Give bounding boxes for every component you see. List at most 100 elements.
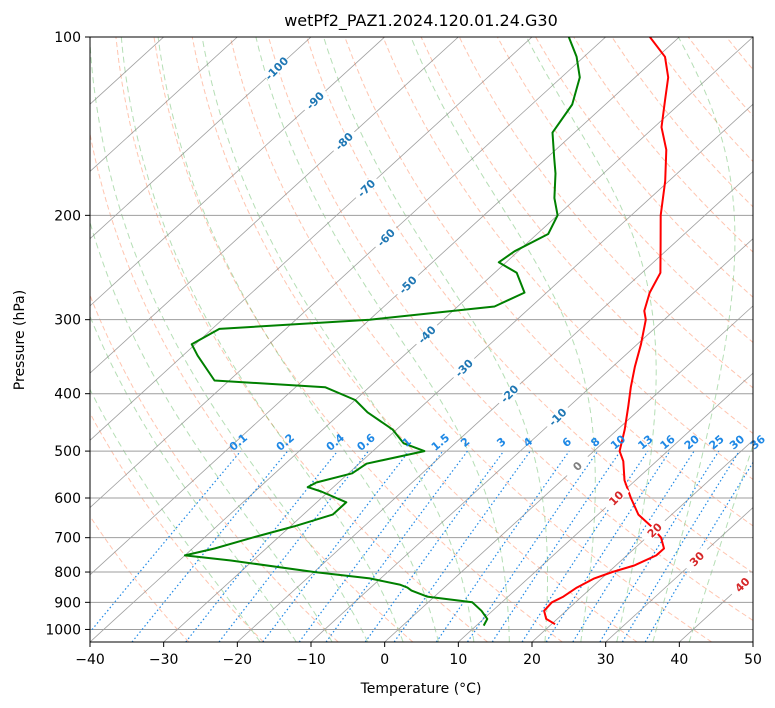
isotherm-line (458, 372, 753, 642)
isotherm-line (237, 170, 753, 642)
isotherm-line (90, 37, 312, 240)
isotherm-line (90, 37, 680, 576)
isotherm-label-bg (352, 174, 380, 202)
moist-adiabat-line (90, 37, 369, 642)
dry-adiabat-line (765, 37, 775, 642)
isotherm-line (163, 103, 753, 642)
profile-lines (183, 37, 670, 627)
temperature-line (543, 37, 670, 626)
y-axis: 100 200 300 400 500 600 700 800 900 1000 (45, 30, 90, 638)
mixing-ratio-line (90, 450, 242, 633)
x-tick-label: −20 (223, 652, 253, 668)
mixing-ratio-line (599, 450, 720, 642)
x-axis-label: Temperature (°C) (360, 681, 482, 697)
moist-adiabat-line (652, 37, 736, 642)
dry-adiabat-line (726, 37, 753, 71)
mixing-ratio-label: 4 (521, 435, 535, 450)
dry-adiabat-line (90, 412, 264, 642)
mixing-ratio-label: 2 (458, 435, 472, 450)
mixing-ratio-line (435, 450, 570, 642)
mixing-ratio-label: 25 (707, 432, 727, 452)
dry-adiabat-line (344, 37, 753, 527)
isotherm-label-bg (602, 484, 630, 512)
y-tick-label: 500 (54, 444, 81, 460)
x-tick-label: 20 (523, 652, 541, 668)
mixing-ratio-label: 6 (560, 435, 574, 450)
mixing-ratio-line (491, 450, 621, 642)
x-tick-label: −40 (75, 652, 105, 668)
y-tick-label: 900 (54, 595, 81, 611)
mixing-ratio-line (262, 450, 410, 642)
isotherm-line (90, 37, 606, 509)
x-tick-label: 0 (380, 652, 389, 668)
mixing-ratio-label: 3 (494, 435, 508, 450)
isotherm-label-bg (728, 571, 756, 599)
mixing-ratio-label: 8 (588, 435, 602, 450)
isotherm-label-bg (683, 545, 711, 573)
mixing-ratio-line (364, 450, 505, 642)
mixing-ratio-label: 0.1 (227, 431, 250, 453)
dry-adiabat-line (90, 131, 414, 642)
moist-adiabat-line (255, 37, 510, 642)
dry-adiabat-line (382, 37, 753, 481)
isotherm-label-bg (330, 127, 358, 155)
mixing-ratio-label: 1 (400, 435, 414, 450)
dewpoint-line (183, 37, 581, 627)
isotherm-line (90, 37, 385, 307)
dry-adiabat-line (268, 37, 753, 622)
dry-adiabat-line (420, 37, 753, 435)
dry-adiabat-line (306, 37, 753, 574)
plot-frame (89, 36, 754, 643)
moist-adiabat-line (90, 388, 261, 642)
isotherm-label-bg (413, 321, 441, 349)
mixing-ratio-line (298, 450, 444, 642)
x-tick-label: 40 (670, 652, 688, 668)
y-tick-label: 100 (54, 30, 81, 46)
moist-adiabat-line (157, 37, 439, 642)
dry-adiabat-line (649, 37, 753, 163)
y-tick-label: 800 (54, 565, 81, 581)
x-tick-label: 10 (449, 652, 467, 668)
y-tick-label: 200 (54, 208, 81, 224)
isotherm-line (605, 507, 753, 642)
mixing-ratio-label: 36 (748, 432, 768, 452)
isotherm-label-bg (450, 354, 478, 382)
isotherm-label-bg (394, 271, 422, 299)
isotherm-label-bg (301, 87, 329, 114)
y-tick-label: 1000 (45, 622, 81, 638)
dry-adiabat-line (115, 37, 488, 642)
mixing-ratio-line (325, 450, 468, 642)
mixing-ratio-line (131, 450, 289, 642)
dry-adiabat-line (191, 37, 638, 642)
isotherm-line (384, 305, 753, 642)
moist-adiabat-line (410, 37, 596, 642)
moist-adiabat-line (90, 314, 297, 642)
isotherm-label-bg (372, 224, 400, 251)
isotherm-label-bg (563, 452, 591, 480)
dry-adiabat-line (573, 37, 753, 253)
mixing-ratio-label: 0.6 (354, 431, 378, 454)
y-tick-label: 600 (54, 491, 81, 507)
isotherm-label-bg (641, 516, 668, 544)
y-axis-label: Pressure (hPa) (12, 290, 28, 390)
background-grid (90, 37, 775, 642)
moist-adiabat-line (688, 443, 753, 642)
y-tick-label: 400 (54, 387, 81, 403)
isotherm-label-bg (496, 380, 523, 408)
mixing-ratio-label: 1.5 (429, 431, 452, 453)
x-axis: −40 −30 −20 −10 0 10 20 30 40 50 (75, 642, 762, 668)
mixing-ratio-line (545, 450, 671, 642)
x-tick-label: 50 (744, 652, 762, 668)
mixing-ratio-label: 13 (635, 433, 655, 453)
mixing-ratio-line (466, 450, 599, 642)
moist-adiabat-line (525, 37, 657, 642)
dry-adiabat-line (229, 37, 712, 642)
x-tick-label: −30 (149, 652, 179, 668)
mixing-ratio-label: 0.2 (274, 431, 297, 453)
isotherm-line (531, 439, 753, 642)
isotherm-line (752, 641, 753, 642)
dry-adiabat-line (535, 37, 753, 298)
x-tick-label: −10 (296, 652, 326, 668)
chart-title: wetPf2_PAZ1.2024.120.01.24.G30 (284, 11, 558, 31)
moist-adiabat-line (120, 37, 404, 642)
